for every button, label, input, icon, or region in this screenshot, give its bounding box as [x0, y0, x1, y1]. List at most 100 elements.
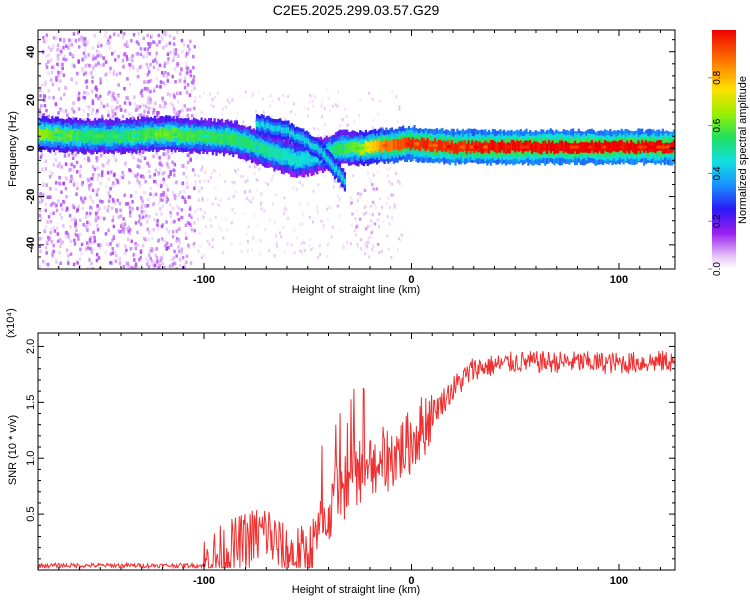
heatmap-ridge-cell: [54, 127, 57, 139]
heatmap-ridge-cell: [672, 139, 675, 151]
heatmap-ridge-cell: [493, 141, 496, 152]
heatmap-noise-cell: [115, 105, 119, 110]
heatmap-noise-cell: [164, 33, 167, 37]
heatmap-noise-cell: [132, 156, 136, 160]
heatmap-noise-cell: [174, 180, 178, 185]
heatmap-ridge-cell: [241, 134, 244, 146]
heatmap-ridge-cell: [62, 130, 65, 141]
heatmap-noise-cell: [398, 105, 401, 108]
heatmap-ridge-cell: [250, 138, 254, 150]
heatmap-ridge-cell: [452, 143, 455, 155]
heatmap-ridge-cell: [581, 142, 584, 153]
heatmap-noise-cell: [397, 179, 400, 183]
heatmap-noise-cell: [111, 251, 115, 255]
heatmap-noise-cell: [204, 225, 207, 229]
heatmap-noise-cell: [371, 183, 374, 187]
heatmap-noise-cell: [74, 224, 77, 228]
heatmap-noise-cell: [151, 33, 154, 38]
heatmap-peak-cell: [71, 134, 78, 138]
heatmap-noise-cell: [270, 178, 273, 182]
heatmap-noise-cell: [151, 236, 154, 241]
heatmap-peak-cell: [651, 145, 657, 149]
heatmap-noise-cell: [108, 194, 112, 199]
heatmap-noise-cell: [64, 234, 68, 239]
heatmap-noise-cell: [50, 78, 53, 82]
heatmap-noise-cell: [45, 108, 48, 113]
heatmap-peak-cell: [382, 143, 388, 148]
heatmap-noise-cell: [69, 52, 72, 56]
heatmap-noise-cell: [112, 95, 115, 100]
heatmap-noise-cell: [181, 50, 184, 54]
heatmap-noise-cell: [96, 166, 99, 170]
heatmap-noise-cell: [75, 150, 78, 155]
heatmap-noise-cell: [98, 199, 102, 203]
heatmap-ridge-cell: [144, 131, 147, 142]
heatmap-noise-cell: [51, 82, 55, 87]
heatmap-noise-cell: [177, 193, 180, 197]
heatmap-noise-cell: [117, 94, 120, 99]
heatmap-branch-cell: [305, 137, 308, 144]
heatmap-noise-cell: [44, 224, 48, 229]
heatmap-noise-cell: [94, 215, 98, 219]
heatmap-noise-cell: [112, 224, 116, 229]
heatmap-noise-cell: [318, 244, 321, 248]
heatmap-noise-cell: [162, 152, 165, 156]
heatmap-noise-cell: [328, 206, 331, 210]
heatmap-noise-cell: [185, 236, 188, 240]
heatmap-noise-cell: [283, 208, 286, 212]
heatmap-noise-cell: [369, 204, 373, 208]
heatmap-noise-cell: [177, 113, 181, 118]
heatmap-noise-cell: [81, 206, 85, 211]
heatmap-noise-cell: [171, 160, 174, 164]
heatmap-noise-cell: [85, 211, 89, 216]
heatmap-noise-cell: [147, 70, 151, 74]
heatmap-noise-cell: [126, 202, 130, 206]
heatmap-noise-cell: [299, 222, 302, 226]
heatmap-noise-cell: [231, 180, 234, 184]
heatmap-ridge-cell: [398, 140, 401, 151]
heatmap-noise-cell: [147, 110, 150, 115]
heatmap-noise-cell: [140, 88, 144, 93]
heatmap-noise-cell: [50, 227, 53, 232]
heatmap-noise-cell: [282, 226, 285, 230]
heatmap-noise-cell: [84, 224, 88, 229]
heatmap-noise-cell: [108, 41, 111, 45]
heatmap-noise-cell: [315, 205, 318, 209]
heatmap-noise-cell: [242, 120, 245, 124]
heatmap-peak-cell: [172, 132, 178, 137]
heatmap-noise-cell: [96, 228, 100, 232]
heatmap-noise-cell: [97, 40, 100, 45]
heatmap-noise-cell: [301, 183, 304, 187]
heatmap-noise-cell: [166, 60, 170, 65]
heatmap-noise-cell: [320, 102, 323, 106]
heatmap-noise-cell: [102, 104, 106, 109]
heatmap-noise-cell: [112, 234, 116, 239]
heatmap-branch-cell: [299, 134, 302, 141]
heatmap-noise-cell: [173, 110, 176, 115]
heatmap-noise-cell: [39, 217, 43, 221]
heatmap-noise-cell: [97, 173, 100, 177]
heatmap-noise-cell: [209, 92, 212, 96]
heatmap-noise-cell: [378, 225, 381, 229]
heatmap-noise-cell: [236, 111, 239, 115]
heatmap-noise-cell: [88, 211, 92, 216]
heatmap-noise-cell: [185, 90, 189, 95]
heatmap-noise-cell: [202, 215, 205, 219]
heatmap-noise-cell: [183, 86, 187, 90]
colorbar-tick-label: 0.2: [712, 214, 723, 228]
heatmap-noise-cell: [56, 265, 60, 269]
heatmap-noise-cell: [98, 106, 101, 110]
heatmap-noise-cell: [230, 221, 233, 225]
heatmap-noise-cell: [127, 99, 131, 103]
heatmap-noise-cell: [185, 181, 189, 185]
heatmap-noise-cell: [345, 115, 348, 118]
heatmap-ridge-cell: [86, 130, 89, 142]
heatmap-peak-cell: [268, 150, 274, 154]
heatmap-noise-cell: [197, 174, 200, 178]
heatmap-noise-cell: [316, 208, 319, 212]
heatmap-noise-cell: [129, 227, 132, 232]
heatmap-noise-cell: [188, 213, 191, 217]
heatmap-noise-cell: [183, 76, 187, 81]
heatmap-ridge-cell: [66, 131, 69, 143]
heatmap-noise-cell: [47, 53, 51, 57]
